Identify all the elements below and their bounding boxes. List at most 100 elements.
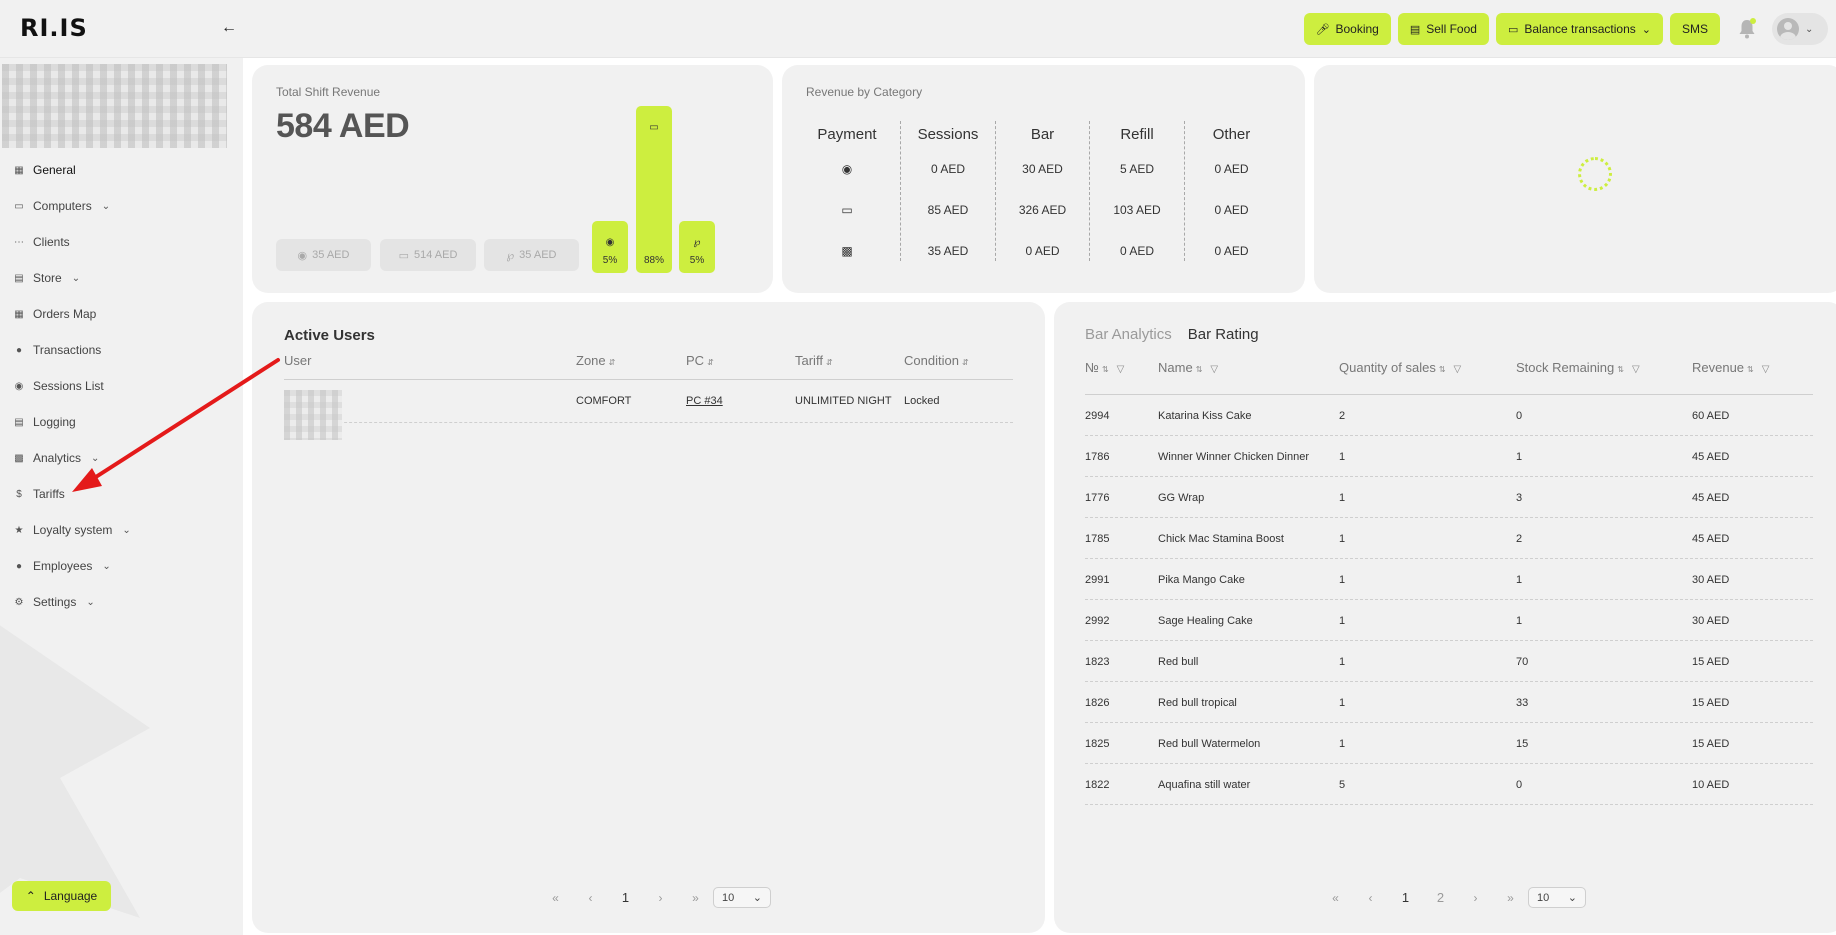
per-page-select[interactable]: 10 ⌄ (1528, 887, 1586, 908)
avatar (284, 390, 342, 440)
pc-link[interactable]: PC #34 (686, 395, 723, 407)
sidebar-item-sessions-list[interactable]: ◉ Sessions List (0, 368, 243, 404)
table-row[interactable]: 1823 Red bull 1 70 15 AED (1085, 641, 1813, 682)
table-row[interactable]: 1776 GG Wrap 1 3 45 AED (1085, 477, 1813, 518)
balance-transactions-label: Balance transactions (1524, 22, 1636, 36)
name-cell: Sage Healing Cake (1158, 615, 1253, 627)
last-page-button[interactable]: » (1507, 890, 1514, 905)
first-page-button[interactable]: « (552, 890, 559, 905)
sidebar-item-tariffs[interactable]: $ Tariffs (0, 476, 243, 512)
column-number[interactable]: № ⇅ ▽ (1085, 360, 1124, 375)
sidebar-item-logging[interactable]: ▤ Logging (0, 404, 243, 440)
sell-food-button[interactable]: ▤ Sell Food (1397, 13, 1489, 45)
sidebar-item-clients[interactable]: ⋯ Clients (0, 224, 243, 260)
table-row[interactable]: 2992 Sage Healing Cake 1 1 30 AED (1085, 600, 1813, 641)
revenue-cell: 15 AED (1692, 738, 1730, 750)
sidebar-item-computers[interactable]: ▭ Computers ⌄ (0, 188, 243, 224)
wallet-icon: ▭ (1507, 23, 1519, 36)
column-pc[interactable]: PC ⇵ (686, 353, 714, 368)
tab-bar-rating[interactable]: Bar Rating (1187, 326, 1259, 343)
bonus-revenue-value: 35 AED (519, 249, 557, 261)
tariff-cell: UNLIMITED NIGHT (795, 395, 892, 407)
sidebar-item-label: General (33, 163, 76, 177)
chevron-down-icon: ⌄ (1641, 23, 1651, 36)
sms-button[interactable]: SMS (1669, 13, 1720, 45)
bar-tabs: Bar Analytics Bar Rating (1085, 326, 1259, 343)
header-divider (1085, 394, 1813, 395)
filter-icon[interactable]: ▽ (1453, 364, 1462, 375)
next-page-button[interactable]: › (658, 890, 663, 905)
column-name[interactable]: Name ⇅ ▽ (1158, 360, 1218, 375)
notifications-button[interactable] (1732, 14, 1762, 44)
sidebar-item-analytics[interactable]: ▩ Analytics ⌄ (0, 440, 243, 476)
bonus-share-bar: ℘ 5% (679, 221, 715, 273)
column-header: Other (1212, 126, 1251, 143)
next-page-button[interactable]: › (1473, 890, 1478, 905)
page-number[interactable]: 1 (1401, 890, 1410, 905)
table-row[interactable]: 1822 Aquafina still water 5 0 10 AED (1085, 764, 1813, 805)
cell-value: 0 AED (1214, 244, 1249, 258)
sidebar-item-general[interactable]: ▦ General (0, 152, 243, 188)
table-row[interactable]: 1825 Red bull Watermelon 1 15 15 AED (1085, 723, 1813, 764)
table-row[interactable]: COMFORT PC #34 UNLIMITED NIGHT Locked (284, 380, 1013, 440)
filter-icon[interactable]: ▽ (1761, 364, 1770, 375)
sidebar-item-loyalty-system[interactable]: ★ Loyalty system ⌄ (0, 512, 243, 548)
column-stock[interactable]: Stock Remaining ⇅ ▽ (1516, 360, 1640, 375)
card-revenue-chip: ▭ 514 AED (380, 239, 476, 271)
column-revenue[interactable]: Revenue ⇅ ▽ (1692, 360, 1769, 375)
table-row[interactable]: 2991 Pika Mango Cake 1 1 30 AED (1085, 559, 1813, 600)
id-cell: 1786 (1085, 451, 1110, 463)
filter-icon[interactable]: ▽ (1631, 364, 1640, 375)
sms-label: SMS (1681, 22, 1708, 36)
stock-cell: 1 (1516, 615, 1523, 627)
collapse-sidebar-button[interactable]: ← (218, 17, 240, 39)
sidebar-item-employees[interactable]: ● Employees ⌄ (0, 548, 243, 584)
table-row[interactable]: 1785 Chick Mac Stamina Boost 1 2 45 AED (1085, 518, 1813, 559)
prev-page-button[interactable]: ‹ (588, 890, 593, 905)
prev-page-button[interactable]: ‹ (1368, 890, 1373, 905)
id-cell: 2991 (1085, 574, 1110, 586)
revenue-cell: 60 AED (1692, 410, 1730, 422)
page-number[interactable]: 1 (621, 890, 630, 905)
page-number[interactable]: 2 (1436, 890, 1445, 905)
card-share-label: 88% (643, 255, 664, 266)
cell-value: 30 AED (1022, 162, 1063, 176)
sidebar-item-label: Loyalty system (33, 523, 113, 537)
sidebar-item-orders-map[interactable]: ▦ Orders Map (0, 296, 243, 332)
top-actions: 🎤︎ Booking ▤ Sell Food ▭ Balance transac… (1303, 13, 1836, 45)
column-condition[interactable]: Condition ⇵ (904, 353, 969, 368)
per-page-select[interactable]: 10 ⌄ (713, 887, 771, 908)
loading-spinner-icon (1578, 157, 1612, 191)
tab-bar-analytics[interactable]: Bar Analytics (1085, 326, 1172, 343)
sort-icon: ⇅ (1747, 365, 1754, 374)
sidebar-item-label: Analytics (33, 451, 82, 465)
id-cell: 1823 (1085, 656, 1110, 668)
column-zone[interactable]: Zone ⇵ (576, 353, 615, 368)
column-quantity[interactable]: Quantity of sales ⇅ ▽ (1339, 360, 1461, 375)
table-row[interactable]: 2994 Katarina Kiss Cake 2 0 60 AED (1085, 395, 1813, 436)
dollar-icon: $ (16, 488, 22, 500)
first-page-button[interactable]: « (1332, 890, 1339, 905)
qty-cell: 1 (1339, 615, 1346, 627)
table-row[interactable]: 1786 Winner Winner Chicken Dinner 1 1 45… (1085, 436, 1813, 477)
cell-value: 0 AED (1214, 162, 1249, 176)
filter-icon[interactable]: ▽ (1116, 364, 1125, 375)
pagination: « ‹ 1 2 › » 10 ⌄ (1318, 887, 1586, 908)
sidebar-item-transactions[interactable]: ● Transactions (0, 332, 243, 368)
user-menu[interactable]: ⌄ (1772, 13, 1828, 45)
sidebar-item-settings[interactable]: ⚙ Settings ⌄ (0, 584, 243, 620)
cell-value: 35 AED (927, 244, 969, 258)
table-row[interactable]: 1826 Red bull tropical 1 33 15 AED (1085, 682, 1813, 723)
filter-icon[interactable]: ▽ (1210, 364, 1219, 375)
pagination: « ‹ 1 › » 10 ⌄ (538, 887, 771, 908)
balance-transactions-button[interactable]: ▭ Balance transactions ⌄ (1495, 13, 1663, 45)
brand-logo[interactable]: RI.IS (20, 14, 88, 42)
sidebar-item-store[interactable]: ▤ Store ⌄ (0, 260, 243, 296)
last-page-button[interactable]: » (692, 890, 699, 905)
booking-button[interactable]: 🎤︎ Booking (1303, 13, 1391, 45)
column-tariff[interactable]: Tariff ⇵ (795, 353, 833, 368)
booking-label: Booking (1335, 22, 1379, 36)
background-decoration (0, 625, 150, 918)
id-cell: 1785 (1085, 533, 1110, 545)
language-button[interactable]: ⌃ Language (12, 881, 111, 911)
